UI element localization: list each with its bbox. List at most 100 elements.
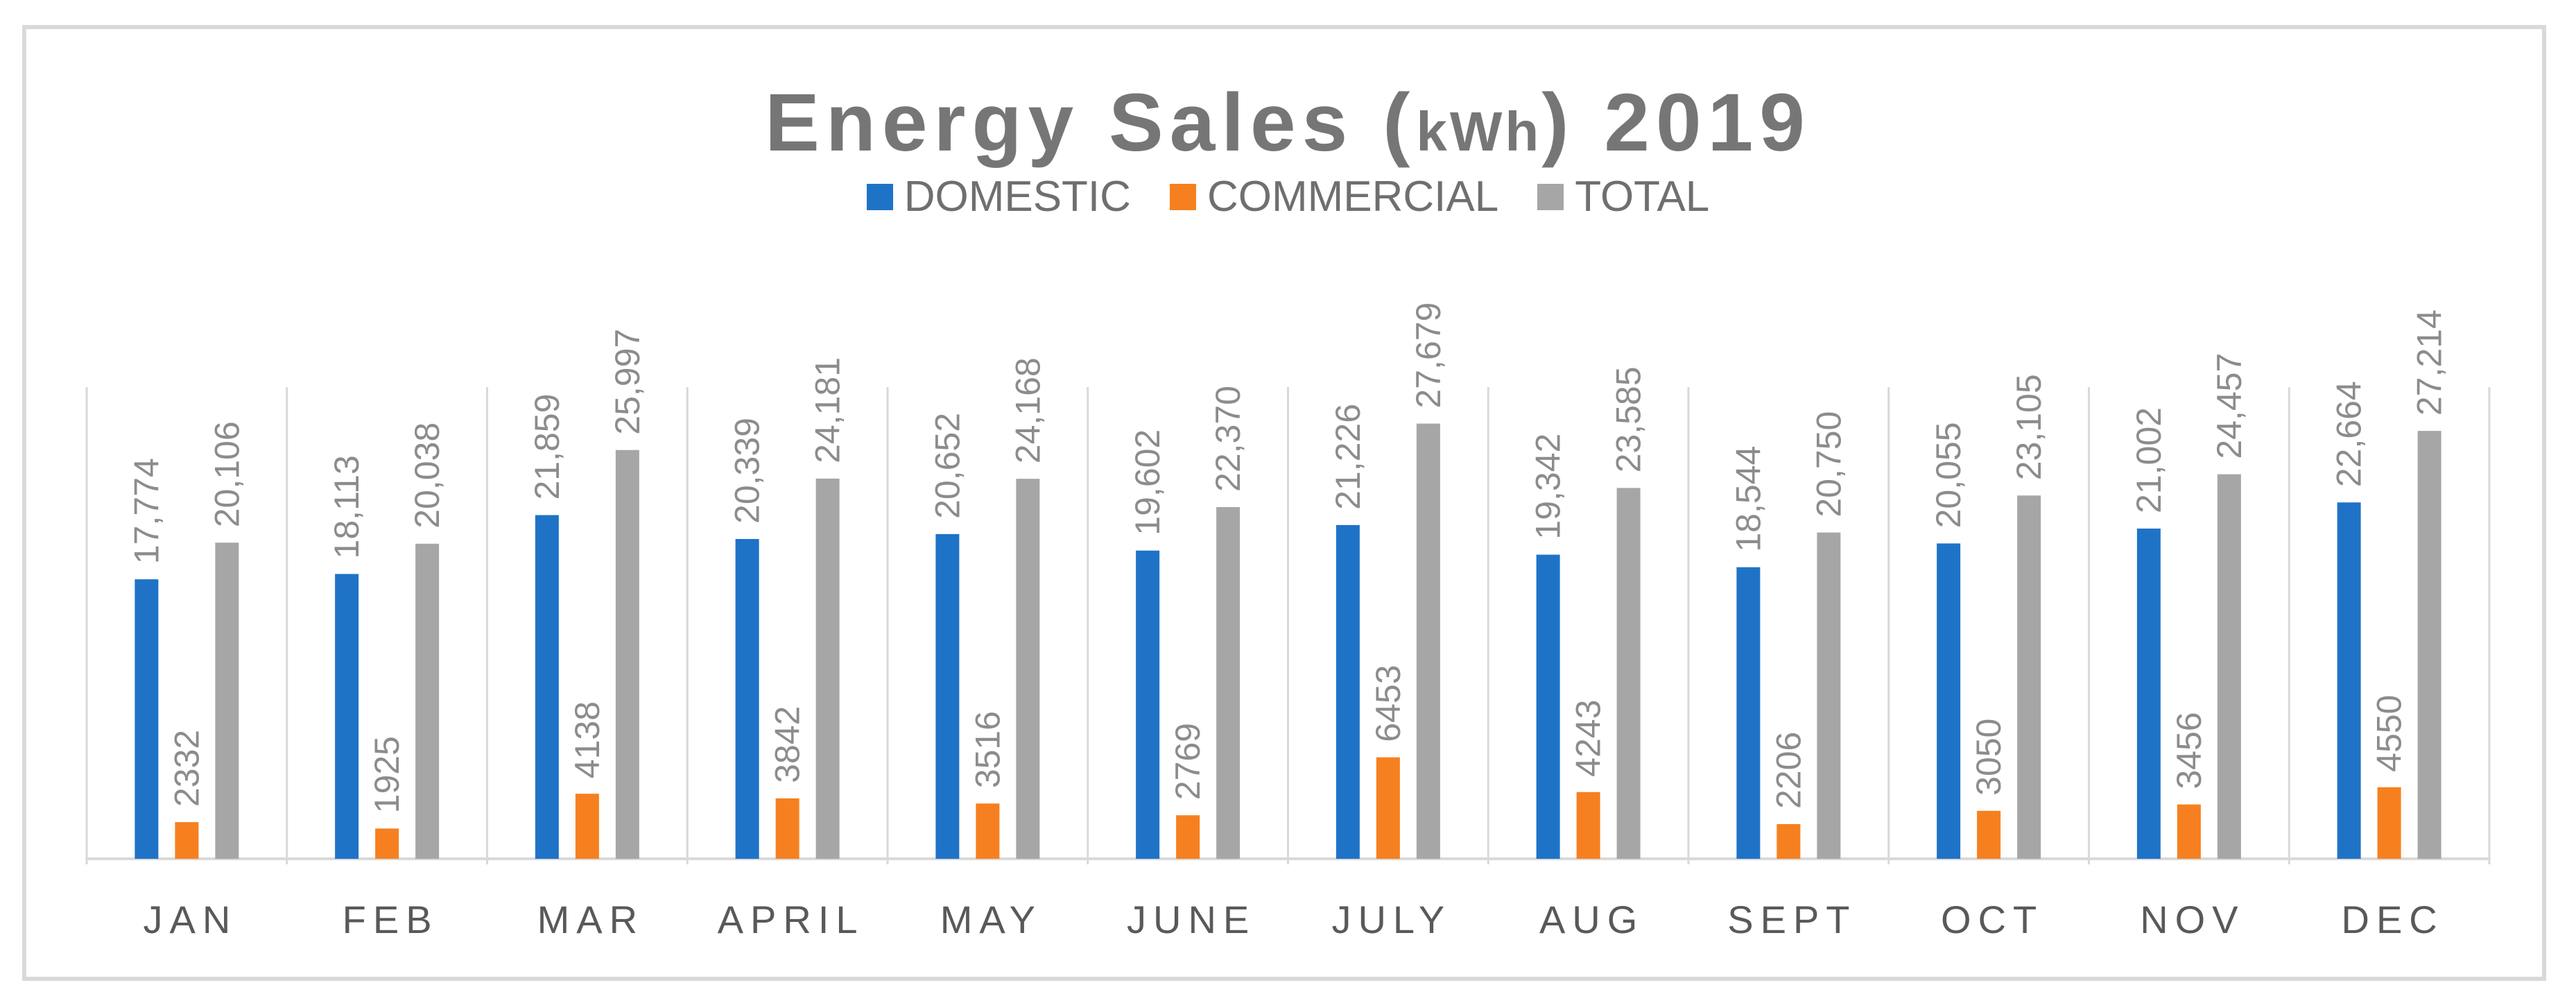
data-label-total-mar: 25,997: [608, 329, 647, 435]
bar-domestic-june: [1136, 550, 1160, 859]
bar-commercial-may: [976, 803, 1000, 859]
chart-title-suffix: ) 2019: [1541, 77, 1811, 169]
bar-total-aug: [1616, 488, 1641, 859]
data-label-commercial-june: 2769: [1168, 723, 1207, 800]
data-label-commercial-april: 3842: [768, 706, 807, 783]
data-label-total-jan: 20,106: [207, 421, 246, 527]
legend-item-commercial: COMMERCIAL: [1169, 172, 1499, 221]
data-label-domestic-may: 20,652: [928, 413, 967, 519]
data-label-total-nov: 24,457: [2210, 353, 2249, 459]
x-tick-label-feb: FEB: [343, 898, 439, 941]
data-label-commercial-may: 3516: [968, 711, 1007, 788]
data-label-commercial-mar: 4138: [568, 701, 607, 778]
bar-domestic-mar: [535, 515, 559, 859]
data-label-total-feb: 20,038: [408, 422, 447, 529]
bar-commercial-jan: [175, 822, 199, 859]
data-labels-layer: 17,774 2332 20,106 18,113 1925 20,038 21,859 41…: [127, 302, 2448, 814]
data-label-domestic-mar: 21,859: [528, 394, 567, 500]
data-label-commercial-sept: 2206: [1769, 732, 1808, 809]
data-label-commercial-aug: 4243: [1569, 700, 1608, 777]
bar-domestic-jan: [135, 579, 159, 859]
chart-title: Energy Sales (kWh) 2019: [0, 82, 2576, 164]
bar-commercial-mar: [575, 794, 599, 859]
x-tick-label-mar: MAR: [537, 898, 644, 941]
data-label-total-oct: 23,105: [2009, 374, 2048, 480]
data-label-total-sept: 20,750: [1809, 411, 1848, 517]
data-label-domestic-oct: 20,055: [1929, 422, 1968, 528]
bar-total-dec: [2417, 431, 2441, 859]
bar-total-mar: [615, 450, 639, 859]
chart-title-text: Energy Sales (: [765, 77, 1417, 169]
x-tick-label-sept: SEPT: [1727, 898, 1856, 941]
legend-item-domestic: DOMESTIC: [866, 172, 1131, 221]
bar-total-feb: [415, 543, 440, 859]
bar-commercial-oct: [1977, 810, 2001, 859]
bar-commercial-april: [775, 798, 799, 859]
bar-commercial-sept: [1777, 823, 1801, 859]
data-label-commercial-dec: 4550: [2370, 695, 2409, 772]
bar-commercial-july: [1376, 757, 1400, 859]
bar-domestic-oct: [1937, 543, 1961, 859]
bar-domestic-aug: [1536, 554, 1560, 859]
data-label-commercial-oct: 3050: [1969, 719, 2008, 796]
data-label-total-dec: 27,214: [2410, 309, 2449, 416]
x-tick-label-oct: OCT: [1941, 898, 2043, 941]
data-label-total-aug: 23,585: [1609, 366, 1648, 472]
bar-total-april: [815, 478, 840, 859]
x-tick-label-may: MAY: [940, 898, 1042, 941]
legend-label-domestic: DOMESTIC: [904, 173, 1131, 221]
bar-total-july: [1416, 423, 1440, 859]
bar-domestic-july: [1335, 524, 1360, 859]
bar-domestic-may: [935, 533, 960, 859]
x-tick-label-dec: DEC: [2342, 898, 2444, 941]
data-label-total-july: 27,679: [1409, 302, 1448, 409]
bar-domestic-nov: [2136, 528, 2161, 859]
bar-domestic-dec: [2337, 502, 2361, 859]
legend-swatch-total: [1537, 183, 1564, 210]
data-label-commercial-nov: 3456: [2170, 712, 2208, 789]
bar-commercial-nov: [2177, 804, 2201, 859]
x-tick-label-aug: AUG: [1539, 898, 1644, 941]
data-label-total-april: 24,181: [809, 357, 847, 463]
data-label-commercial-feb: 1925: [368, 736, 406, 813]
data-label-domestic-dec: 22,664: [2330, 381, 2369, 487]
bar-total-nov: [2217, 474, 2241, 859]
legend-swatch-commercial: [1169, 183, 1196, 210]
bar-total-jan: [215, 542, 239, 859]
legend-label-total: TOTAL: [1575, 173, 1710, 221]
bar-total-oct: [2017, 495, 2041, 859]
legend-swatch-domestic: [866, 183, 893, 210]
chart-title-unit: kWh: [1416, 101, 1542, 162]
x-tick-label-nov: NOV: [2140, 898, 2245, 941]
x-tick-label-june: JUNE: [1127, 898, 1256, 941]
bars-layer: [135, 423, 2441, 859]
chart-frame: [22, 25, 2546, 981]
bar-total-june: [1216, 506, 1241, 859]
bar-total-may: [1016, 479, 1040, 859]
x-axis-tick-labels: JAN FEB MAR APRIL MAY JUNE JULY AUG SEPT OCT NOV DE…: [143, 898, 2444, 941]
bar-commercial-dec: [2377, 787, 2401, 859]
data-label-total-june: 22,370: [1209, 386, 1247, 492]
data-label-domestic-june: 19,602: [1128, 429, 1167, 536]
x-tick-label-july: JULY: [1331, 898, 1451, 941]
chart-legend: DOMESTIC COMMERCIAL TOTAL: [0, 172, 2576, 221]
data-label-domestic-jan: 17,774: [127, 458, 166, 564]
data-label-total-may: 24,168: [1008, 357, 1047, 463]
data-label-commercial-jan: 2332: [167, 730, 206, 807]
bar-domestic-sept: [1736, 567, 1761, 859]
bar-domestic-feb: [335, 574, 359, 859]
data-label-domestic-sept: 18,544: [1729, 446, 1767, 552]
data-label-domestic-april: 20,339: [728, 418, 767, 524]
bar-total-sept: [1817, 532, 1841, 859]
bar-commercial-aug: [1576, 792, 1600, 859]
bar-commercial-june: [1176, 815, 1200, 859]
x-tick-label-jan: JAN: [143, 898, 237, 941]
data-label-domestic-aug: 19,342: [1529, 434, 1568, 540]
data-label-domestic-nov: 21,002: [2129, 407, 2168, 513]
legend-label-commercial: COMMERCIAL: [1207, 173, 1499, 221]
bar-commercial-feb: [375, 828, 399, 859]
legend-item-total: TOTAL: [1537, 172, 1709, 221]
data-label-domestic-july: 21,226: [1329, 404, 1367, 510]
category-separators: [85, 387, 2491, 864]
